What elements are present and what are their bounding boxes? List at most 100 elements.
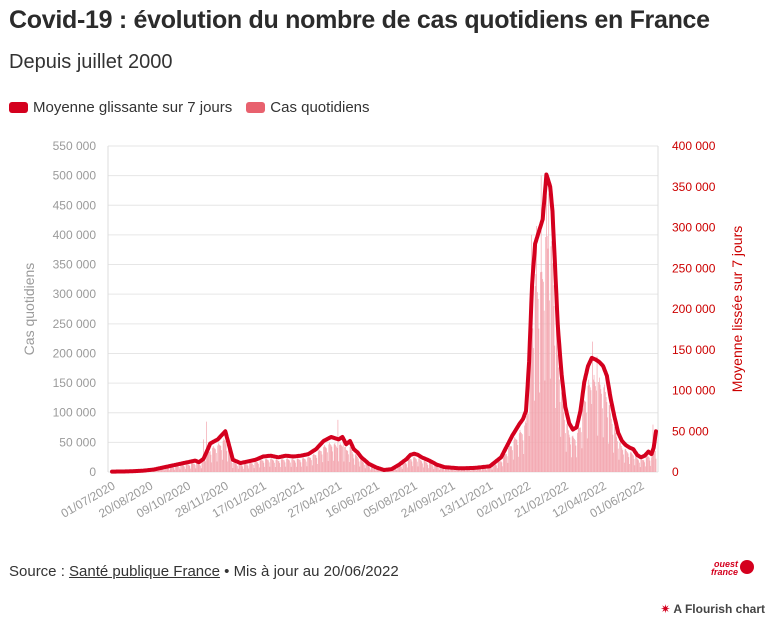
daily-case-bar (336, 447, 338, 472)
daily-case-bar (207, 452, 209, 472)
daily-case-bar (242, 466, 244, 472)
daily-case-bar (612, 434, 614, 472)
daily-case-bar (538, 328, 540, 472)
daily-case-bar (466, 468, 467, 472)
daily-case-bar (396, 470, 398, 472)
daily-case-bar (193, 463, 194, 472)
daily-case-bar (544, 380, 546, 472)
daily-case-bar (334, 442, 336, 472)
daily-case-bar (636, 456, 637, 472)
daily-case-bar (642, 460, 644, 472)
daily-case-bar (648, 457, 650, 472)
daily-case-bar (572, 435, 574, 472)
daily-case-bar (256, 462, 258, 472)
ouest-france-logo[interactable]: ouest france (706, 560, 756, 578)
daily-case-bar (578, 428, 580, 472)
daily-case-bar (241, 465, 243, 472)
daily-case-bar (580, 427, 581, 472)
daily-case-bar (516, 439, 518, 472)
daily-case-bar (614, 427, 616, 472)
daily-case-bar (575, 445, 577, 472)
daily-case-bar (274, 466, 276, 472)
daily-case-bar (595, 386, 596, 472)
daily-case-bar (364, 464, 365, 472)
daily-case-bar (317, 451, 319, 472)
daily-case-bar (333, 444, 335, 472)
daily-case-bar (249, 463, 250, 472)
daily-case-bar (176, 466, 178, 472)
daily-case-bar (367, 464, 368, 472)
daily-case-bar (555, 325, 557, 472)
daily-case-bar (545, 236, 547, 472)
daily-case-bar (227, 461, 228, 472)
daily-case-bar (416, 459, 417, 472)
daily-case-bar (645, 457, 647, 472)
source-link[interactable]: Santé publique France (69, 563, 220, 580)
daily-case-bar (623, 462, 625, 472)
daily-case-bar (161, 468, 163, 472)
daily-case-bar (515, 439, 517, 472)
daily-case-bar (375, 470, 377, 472)
daily-case-bar (491, 469, 493, 472)
daily-case-bar (478, 468, 479, 472)
daily-case-bar (435, 465, 437, 472)
daily-case-bar (632, 454, 633, 472)
daily-case-bar (458, 469, 460, 472)
flourish-credit[interactable]: ✷ A Flourish chart (660, 602, 765, 616)
legend-item-daily-cases[interactable]: Cas quotidiens (246, 99, 370, 116)
daily-case-bar (537, 298, 539, 472)
daily-case-bar (296, 459, 298, 472)
daily-case-bar (441, 467, 443, 472)
daily-case-bar (246, 464, 247, 472)
daily-case-bar (475, 470, 477, 472)
daily-case-bar (473, 468, 475, 472)
daily-case-bar (580, 432, 582, 472)
daily-case-bar (449, 470, 451, 472)
daily-case-bar (546, 196, 547, 472)
daily-case-bar (564, 419, 565, 472)
daily-case-bar (434, 465, 435, 472)
daily-case-bar (502, 466, 503, 472)
daily-case-bar (258, 463, 259, 472)
daily-case-bar (281, 458, 283, 472)
legend-item-moving-average[interactable]: Moyenne glissante sur 7 jours (9, 99, 232, 116)
y-right-tick-label: 400 000 (672, 139, 716, 153)
daily-case-bar (310, 457, 312, 472)
daily-case-bar (363, 462, 364, 472)
daily-case-bar (496, 465, 497, 472)
legend-swatch-moving-average (9, 102, 28, 113)
daily-case-bar (614, 426, 615, 472)
daily-case-bar (576, 457, 578, 472)
daily-case-bar (521, 434, 523, 472)
daily-case-bar (602, 437, 604, 472)
daily-case-bar (504, 454, 506, 472)
daily-case-bar (312, 455, 314, 472)
daily-case-bar (461, 468, 463, 472)
daily-case-bar (566, 424, 568, 472)
daily-case-bar (168, 468, 170, 472)
daily-case-bar (172, 467, 173, 472)
daily-case-bar (626, 450, 627, 472)
daily-case-bar (556, 332, 558, 472)
daily-case-bar (268, 462, 270, 472)
daily-case-bar (247, 465, 249, 472)
daily-case-bar (428, 468, 429, 472)
daily-case-bar (340, 444, 342, 472)
daily-case-bar (192, 463, 194, 472)
daily-case-bar (174, 469, 176, 472)
daily-case-bar (542, 279, 544, 472)
daily-case-bar (278, 461, 280, 472)
daily-case-bar (501, 462, 503, 472)
daily-case-bar (169, 467, 171, 472)
daily-case-bar (276, 459, 278, 472)
daily-case-bar (450, 468, 451, 472)
daily-case-bar (524, 425, 525, 472)
daily-case-bar (361, 460, 363, 472)
daily-case-bar (425, 462, 427, 472)
daily-case-bar (639, 467, 641, 472)
daily-case-bar (260, 459, 262, 472)
daily-case-bar (269, 466, 271, 472)
daily-case-bar (169, 470, 170, 472)
daily-case-bar (648, 456, 649, 472)
daily-case-bar (195, 468, 197, 472)
